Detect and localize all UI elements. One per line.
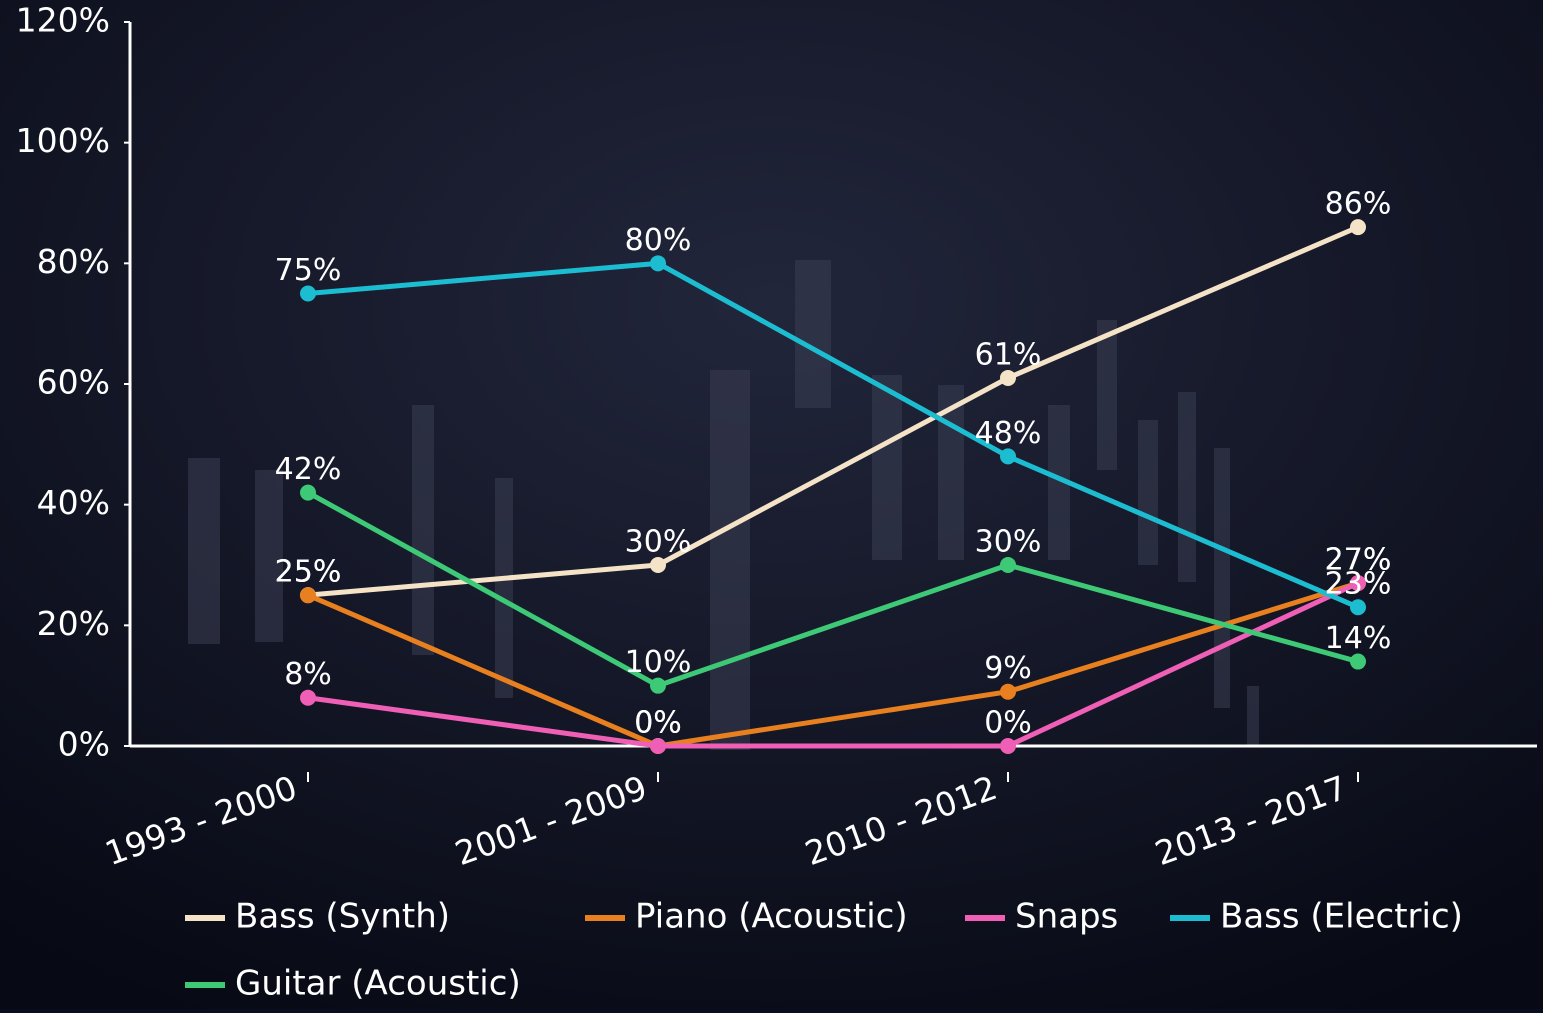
series-line [306, 490, 1359, 689]
data-label: 86% [1325, 187, 1392, 222]
y-tick-label: 80% [37, 242, 110, 281]
data-label: 30% [975, 525, 1042, 560]
data-label: 0% [634, 706, 682, 741]
data-label: 9% [984, 651, 1032, 686]
data-point [300, 587, 316, 604]
data-label: 30% [625, 525, 692, 560]
y-tick-label: 20% [37, 604, 110, 643]
legend-label[interactable]: Bass (Electric) [1220, 897, 1463, 937]
legend-label[interactable]: Bass (Synth) [235, 897, 450, 937]
data-point [1350, 575, 1366, 592]
decor-candles [188, 260, 1259, 750]
data-label: 27% [1325, 543, 1392, 578]
data-label: 23% [1325, 567, 1392, 602]
y-tick-label: 0% [58, 725, 110, 764]
data-point [1350, 219, 1366, 236]
data-point [1350, 599, 1366, 616]
legend-label[interactable]: Guitar (Acoustic) [235, 964, 521, 1004]
data-label: 75% [275, 253, 342, 288]
data-label: 27% [1325, 543, 1392, 578]
data-label: 42% [275, 452, 342, 487]
data-label: 8% [284, 657, 332, 692]
data-label: 10% [625, 645, 692, 680]
data-point [1000, 738, 1016, 754]
legend-label[interactable]: Piano (Acoustic) [635, 897, 908, 937]
y-tick-label: 40% [37, 483, 110, 522]
data-point [1350, 653, 1366, 670]
data-point [650, 255, 666, 272]
y-tick-label: 120% [16, 1, 110, 40]
data-point [1000, 557, 1016, 573]
data-label: 25% [275, 555, 342, 590]
data-label: 61% [975, 337, 1042, 372]
series-line [307, 580, 1360, 749]
legend-label[interactable]: Snaps [1015, 897, 1118, 937]
data-label: 0% [984, 706, 1032, 741]
y-tick-label: 60% [37, 363, 110, 402]
series-line [307, 580, 1359, 749]
series-line [307, 260, 1359, 610]
data-point [1000, 448, 1016, 465]
data-point [650, 738, 666, 754]
data-point [1000, 369, 1016, 386]
data-label: 48% [975, 416, 1042, 451]
data-point [300, 285, 316, 302]
data-label: 25% [275, 555, 342, 590]
data-label: 14% [1325, 621, 1392, 656]
data-label: 80% [625, 223, 692, 258]
y-tick-label: 100% [16, 121, 110, 160]
data-point [300, 484, 316, 501]
data-label: 0% [634, 706, 682, 741]
data-point [650, 557, 666, 573]
series-line [307, 224, 1359, 598]
data-point [300, 689, 316, 706]
data-point [650, 677, 666, 694]
data-point [1000, 683, 1016, 700]
